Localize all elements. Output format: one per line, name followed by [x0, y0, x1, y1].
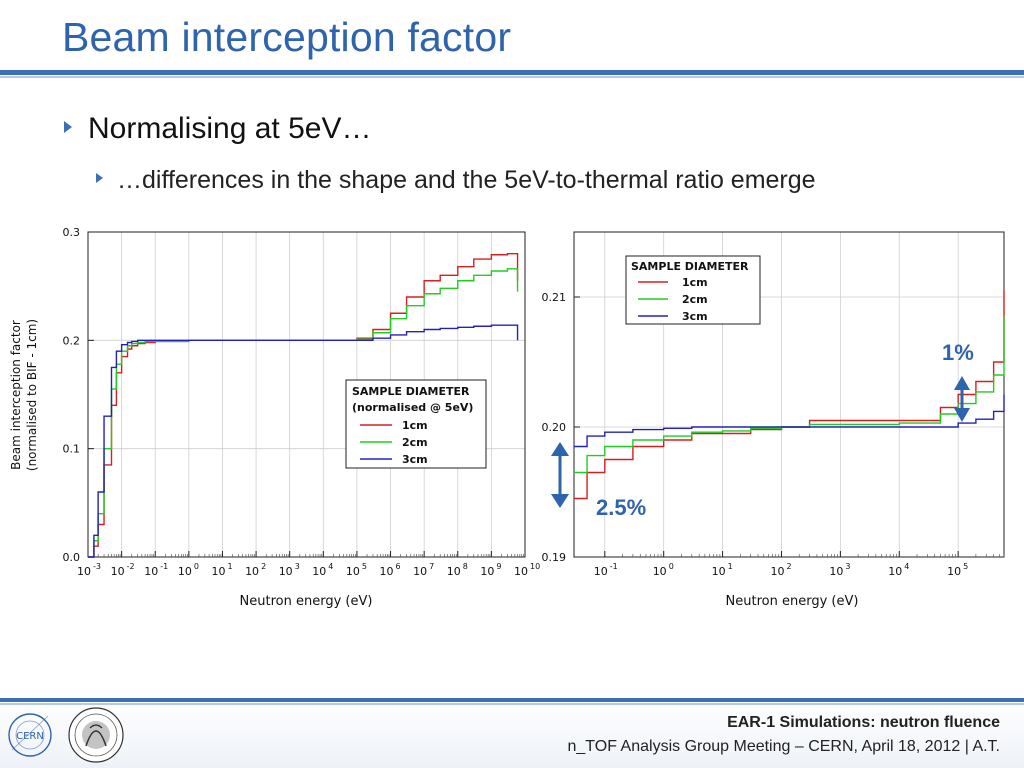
x-tick-exponent: 4 [904, 562, 909, 571]
y-tick-label: 0.20 [542, 421, 567, 434]
x-tick-label: 10 [312, 565, 326, 578]
x-tick-exponent: 0 [194, 562, 199, 571]
y-axis-label: Beam interception factor [9, 320, 23, 470]
x-tick-label: 10 [178, 565, 192, 578]
x-tick-label: 10 [447, 565, 461, 578]
x-tick-label: 10 [380, 565, 394, 578]
x-tick-label: 10 [413, 565, 427, 578]
footer-rule [0, 698, 1024, 702]
legend-entry-1cm: 1cm [682, 276, 708, 289]
x-tick-label: 10 [279, 565, 293, 578]
y-tick-label: 0.2 [63, 334, 81, 347]
y-tick-label: 0.0 [63, 551, 81, 564]
x-tick-label: 10 [144, 565, 158, 578]
x-tick-label: 10 [594, 565, 608, 578]
title-bar [0, 0, 1024, 72]
annotation-2-5-percent: 2.5% [596, 495, 647, 520]
x-tick-label: 10 [947, 565, 961, 578]
x-tick-exponent: 9 [496, 562, 501, 571]
axis-ticks: 10 -1 10 0 10 1 10 2 10 3 10 4 10 50.190.200.21 [542, 291, 1005, 578]
legend-entry-3cm: 3cm [402, 453, 428, 466]
x-tick-label: 10 [77, 565, 91, 578]
annotation-1-percent: 1% [942, 340, 974, 365]
bullet-triangle-icon [64, 121, 72, 134]
legend-subtitle: (normalised @ 5eV) [352, 401, 473, 414]
x-tick-exponent: 10 [530, 562, 540, 571]
annotation-arrow-2-5 [551, 442, 569, 508]
legend-box [345, 379, 487, 469]
x-tick-label: 10 [480, 565, 494, 578]
y-tick-label: 0.19 [542, 551, 567, 564]
x-tick-label: 10 [346, 565, 360, 578]
y-tick-label: 0.1 [63, 443, 81, 456]
legend-entry-1cm: 1cm [402, 419, 428, 432]
x-tick-exponent: 5 [362, 562, 367, 571]
title-rule-secondary [0, 76, 1024, 78]
x-tick-exponent: 3 [845, 562, 850, 571]
legend-entry-2cm: 2cm [682, 293, 708, 306]
bullet-1-text: Normalising at 5eV… [88, 112, 372, 145]
x-tick-exponent: 1 [227, 562, 232, 571]
x-tick-exponent: 6 [396, 562, 401, 571]
ntof-logo [68, 707, 124, 763]
x-tick-exponent: -1 [160, 562, 168, 571]
bullet-triangle-icon [96, 173, 103, 184]
series-line-2cm [574, 316, 1005, 474]
series-line-3cm [88, 324, 519, 558]
footer [0, 697, 1024, 768]
x-tick-exponent: 8 [463, 562, 468, 571]
legend-entry-2cm: 2cm [402, 436, 428, 449]
x-axis-label: Neutron energy (eV) [726, 594, 859, 609]
slide-title: Beam interception factor [62, 14, 512, 60]
x-tick-label: 10 [770, 565, 784, 578]
x-tick-exponent: 7 [429, 562, 434, 571]
x-tick-label: 10 [829, 565, 843, 578]
plot-frame [87, 231, 526, 558]
x-tick-label: 10 [514, 565, 528, 578]
x-tick-label: 10 [245, 565, 259, 578]
bullet-level-1: Normalising at 5eV… [64, 112, 371, 146]
y-tick-label: 0.21 [542, 291, 567, 304]
cern-logo: CERN [8, 713, 52, 757]
x-tick-exponent: 4 [328, 562, 333, 571]
x-tick-label: 10 [888, 565, 902, 578]
bullet-2-text: …differences in the shape and the 5eV-to… [117, 166, 816, 194]
title-rule [0, 70, 1024, 75]
series-line-3cm [574, 394, 1005, 448]
series-group [574, 290, 1005, 500]
footer-rule-secondary [0, 703, 1024, 705]
bullet-level-2: …differences in the shape and the 5eV-to… [96, 166, 816, 195]
chart-left: 10 -3 10 -2 10 -1 10 0 10 1 10 2 10 3 10 4 10 5 10 6 10 7 10 8 1… [9, 226, 541, 609]
x-tick-exponent: -2 [127, 562, 135, 571]
x-tick-exponent: -3 [93, 562, 101, 571]
x-tick-label: 10 [111, 565, 125, 578]
x-tick-exponent: 1 [728, 562, 733, 571]
cern-logo-text: CERN [16, 731, 44, 742]
x-axis-label: Neutron energy (eV) [240, 594, 373, 609]
legend: SAMPLE DIAMETER (normalised @ 5eV) 1cm 2… [345, 379, 487, 469]
axis-ticks: 10 -3 10 -2 10 -1 10 0 10 1 10 2 10 3 10 4 10 5 10 6 10 7 10 8 1… [63, 226, 541, 578]
y-axis-label-secondary: (normalised to BIF - 1cm) [25, 319, 39, 471]
x-tick-exponent: 5 [963, 562, 968, 571]
x-tick-label: 10 [211, 565, 225, 578]
legend-entry-3cm: 3cm [682, 310, 708, 323]
x-tick-exponent: 2 [261, 562, 266, 571]
x-tick-exponent: -1 [610, 562, 618, 571]
legend-box [625, 255, 761, 325]
legend-title: SAMPLE DIAMETER [352, 385, 470, 398]
annotation-arrow-1 [954, 376, 970, 422]
footer-subtitle: n_TOF Analysis Group Meeting – CERN, Apr… [567, 738, 1000, 755]
y-tick-label: 0.3 [63, 226, 81, 239]
series-group [88, 252, 519, 558]
footer-title: EAR-1 Simulations: neutron fluence [727, 714, 1000, 731]
legend-title: SAMPLE DIAMETER [631, 260, 749, 273]
x-tick-label: 10 [653, 565, 667, 578]
chart-right: 10 -1 10 0 10 1 10 2 10 3 10 4 10 50.190.200.21 SAMPL… [542, 231, 1005, 609]
x-tick-label: 10 [712, 565, 726, 578]
legend: SAMPLE DIAMETER 1cm 2cm 3cm [625, 255, 761, 325]
x-tick-exponent: 3 [295, 562, 300, 571]
x-tick-exponent: 2 [786, 562, 791, 571]
x-tick-exponent: 0 [669, 562, 674, 571]
